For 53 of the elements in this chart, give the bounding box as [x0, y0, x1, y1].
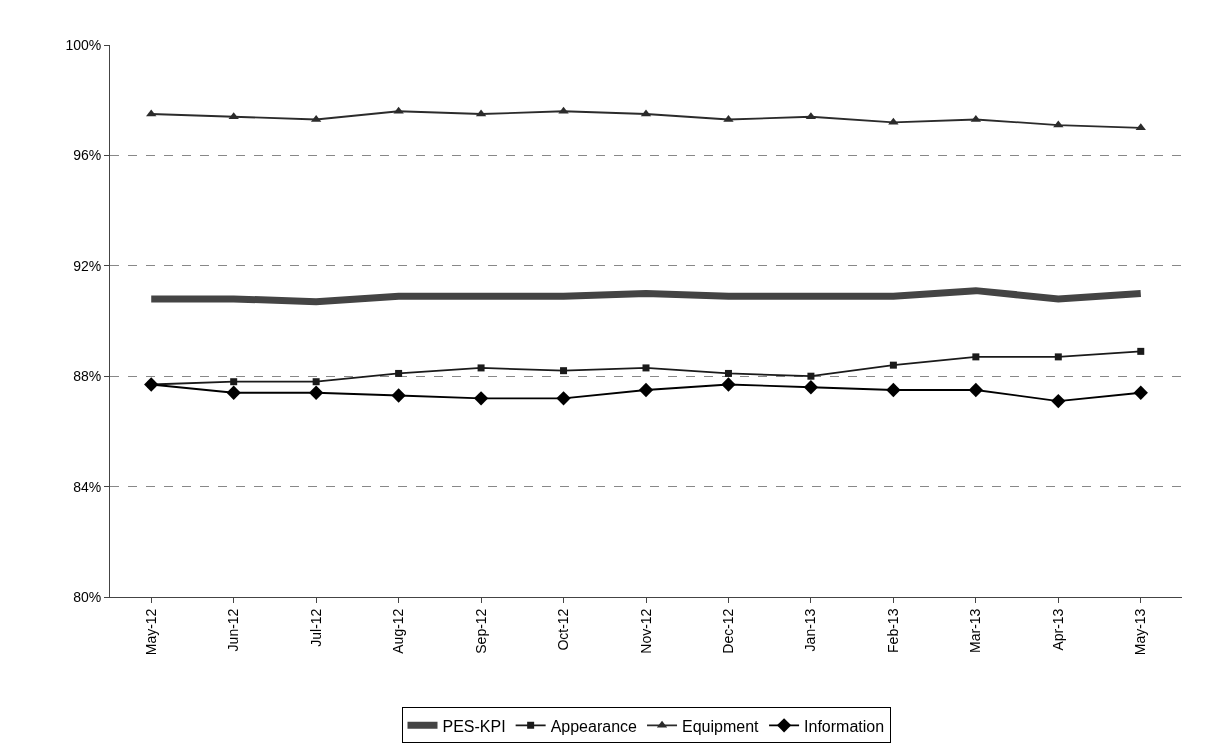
point — [724, 369, 732, 377]
y-tick-label: 84% — [73, 478, 102, 495]
x-tick-label: Mar-13 — [967, 608, 984, 653]
point — [1133, 385, 1148, 400]
point — [312, 378, 320, 386]
point — [721, 377, 736, 392]
x-tick-label: Aug-12 — [390, 608, 407, 654]
y-tick-label: 96% — [73, 147, 102, 164]
x-tick-label: Dec-12 — [720, 608, 737, 654]
point — [477, 364, 485, 372]
point — [888, 117, 899, 125]
x-tick-label: Sep-12 — [472, 608, 489, 654]
point — [556, 391, 571, 406]
point — [807, 372, 815, 380]
point — [638, 382, 654, 398]
point — [228, 112, 239, 120]
point — [309, 385, 324, 400]
point — [1053, 120, 1064, 128]
point — [803, 380, 819, 395]
y-tick-label: 80% — [73, 588, 102, 605]
point — [1051, 393, 1066, 409]
point — [1135, 123, 1146, 131]
point — [889, 361, 897, 369]
point — [226, 385, 241, 400]
point — [146, 109, 157, 117]
y-tick-label: 92% — [73, 257, 102, 274]
point — [972, 353, 980, 361]
x-tick-label: Nov-12 — [637, 608, 654, 654]
legend-label: PES-KPI — [442, 717, 506, 735]
y-tick-label: 100% — [65, 36, 102, 53]
point — [968, 382, 983, 398]
x-tick-label: May-13 — [1132, 608, 1149, 656]
point — [1054, 353, 1062, 361]
x-tick-label: May-12 — [142, 608, 159, 656]
x-tick-label: Feb-13 — [884, 608, 901, 653]
point — [886, 382, 901, 398]
legend-label: Information — [804, 717, 885, 735]
y-tick-label: 88% — [73, 368, 102, 385]
legend-label: Equipment — [682, 717, 760, 735]
point — [144, 377, 159, 392]
point — [642, 364, 650, 372]
point — [560, 367, 568, 375]
x-tick-label: Jun-12 — [225, 608, 242, 652]
legend-label: Appearance — [550, 717, 638, 735]
x-tick-label: Oct-12 — [555, 608, 572, 651]
point — [391, 388, 406, 403]
x-tick-label: Jan-13 — [802, 608, 819, 652]
x-tick-label: Jul-12 — [307, 608, 324, 647]
point — [473, 391, 489, 406]
point — [395, 369, 403, 377]
point — [230, 378, 238, 386]
point — [1137, 347, 1145, 355]
x-tick-label: Apr-13 — [1049, 608, 1066, 651]
